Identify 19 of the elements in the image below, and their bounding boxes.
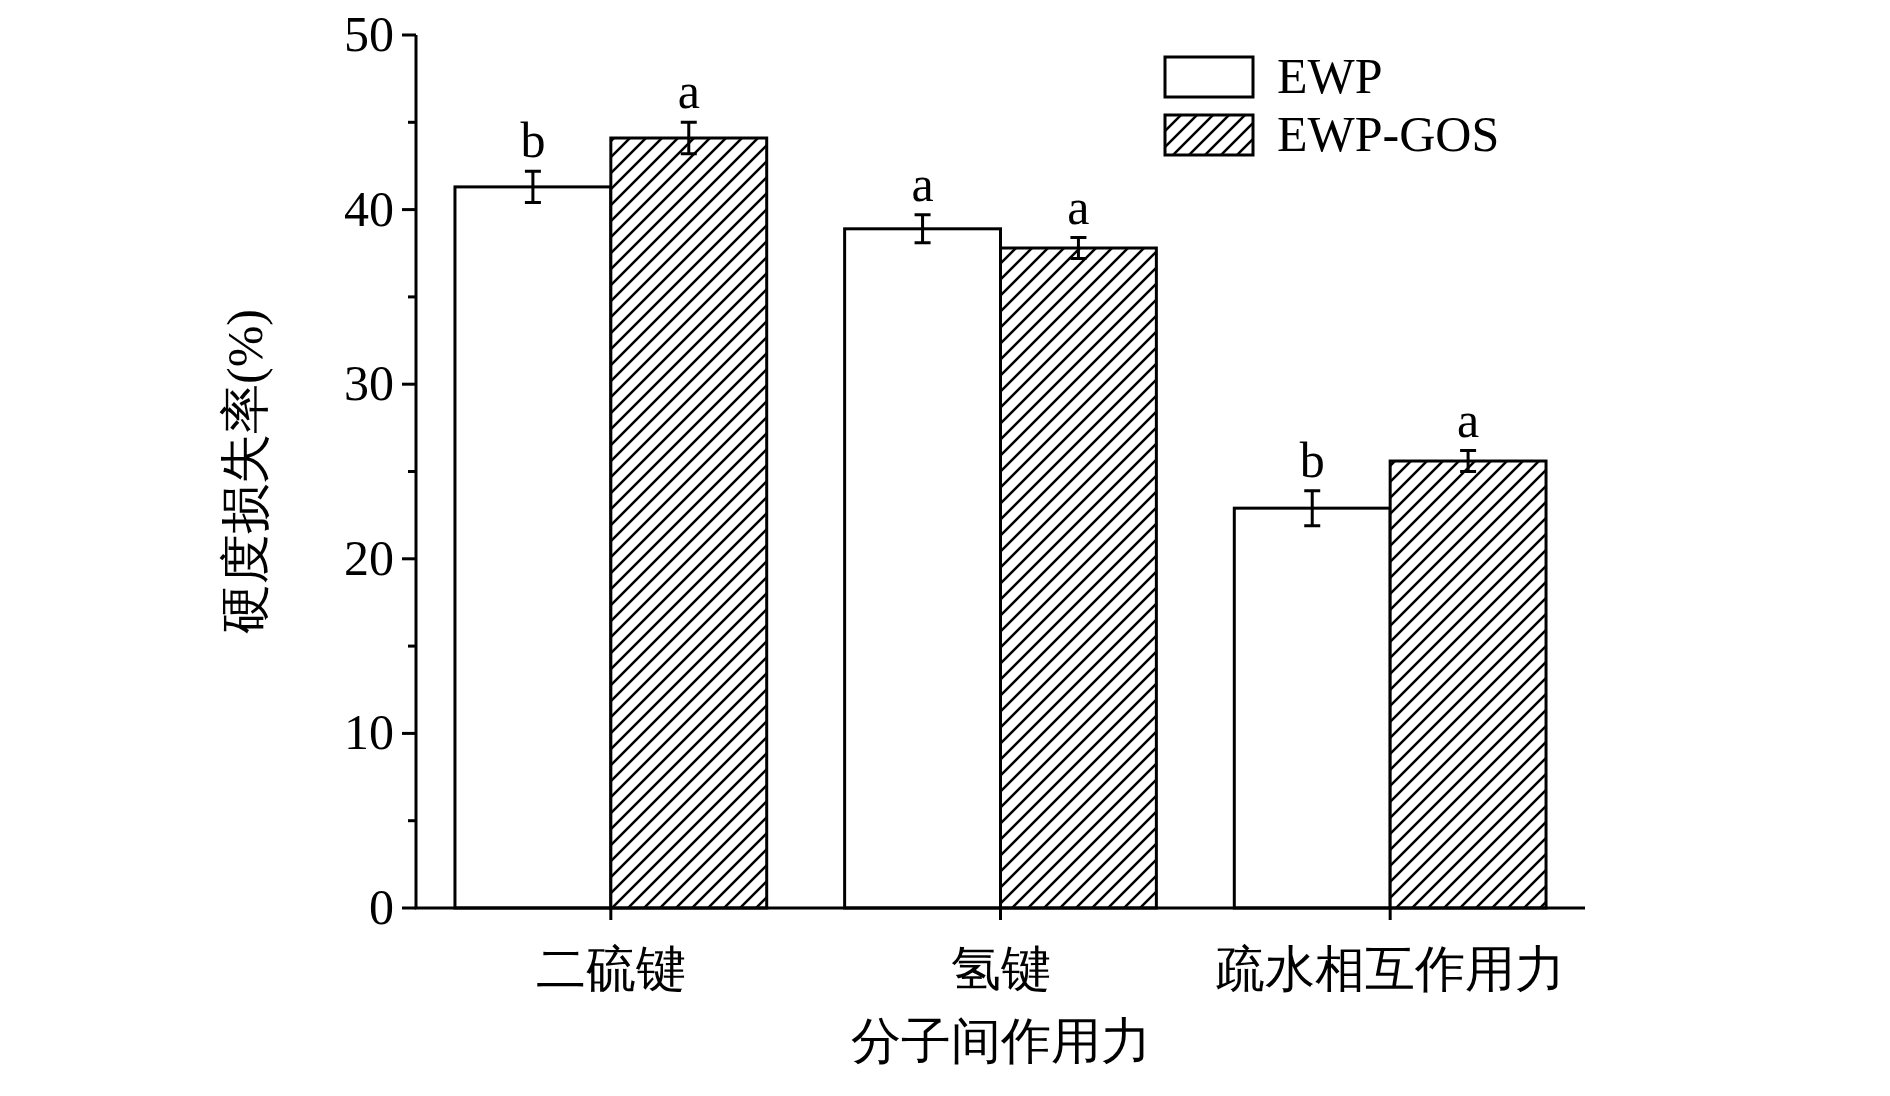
y-tick-label: 0 [369, 879, 394, 935]
x-axis-title: 分子间作用力 [850, 1013, 1151, 1069]
annotation: a [1067, 178, 1090, 235]
y-tick-label: 20 [344, 529, 394, 586]
annotation: a [677, 63, 700, 120]
y-axis-title: 硬度损失率(%) [217, 309, 273, 634]
y-tick-label: 50 [344, 6, 394, 62]
x-tick-label: 二硫键 [535, 941, 686, 997]
annotation: b [1299, 431, 1325, 488]
y-tick-label: 10 [344, 704, 394, 761]
annotation: a [911, 155, 934, 212]
annotation: b [520, 112, 546, 169]
annotation: a [1457, 391, 1480, 448]
x-tick-label: 疏水相互作用力 [1215, 941, 1566, 997]
legend-label: EWP [1277, 48, 1383, 104]
y-tick-label: 30 [344, 355, 394, 412]
legend: EWP EWP-GOS [1163, 48, 1500, 162]
y-tick-label: 40 [344, 180, 394, 237]
x-tick-label: 氢键 [950, 941, 1051, 997]
